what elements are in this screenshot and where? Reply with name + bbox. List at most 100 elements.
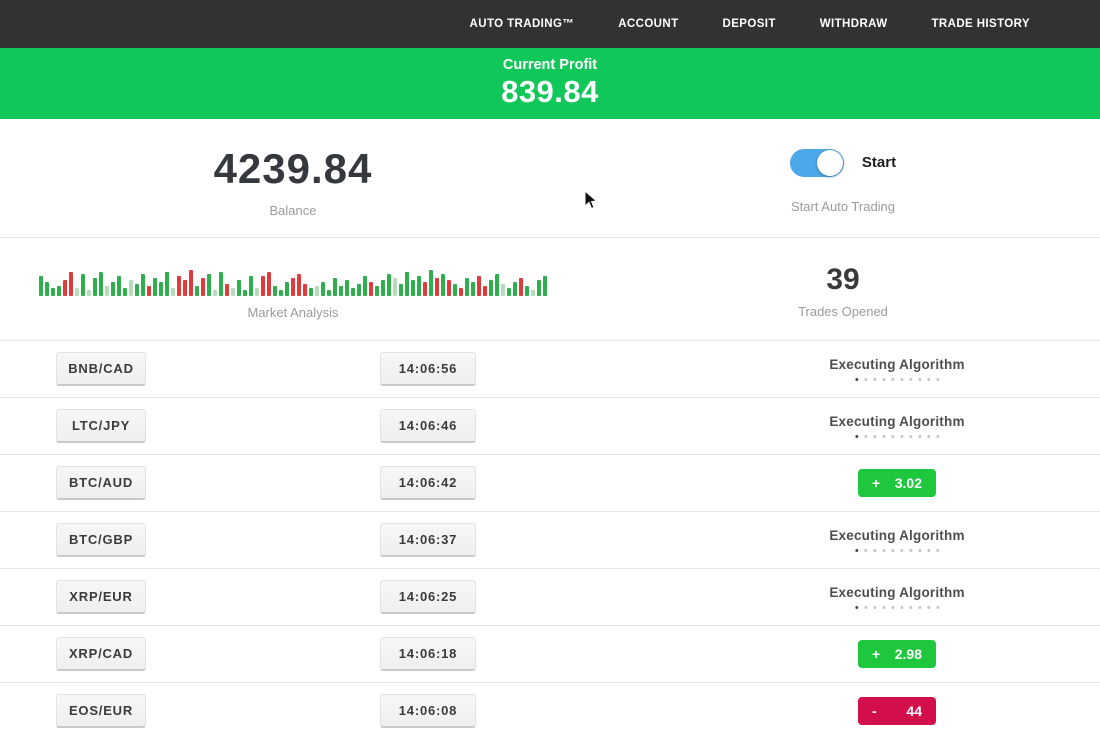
auto-trading-block: Start Start Auto Trading [586,119,1100,237]
nav-item-withdraw[interactable]: WITHDRAW [819,18,888,30]
market-bar [381,280,385,296]
market-bar [363,276,367,296]
dot [891,549,894,552]
market-bar [195,286,199,296]
dot [927,378,930,381]
time-chip[interactable]: 14:06:25 [380,580,476,614]
executing-label: Executing Algorithm [829,357,965,372]
market-bar [225,284,229,296]
dot [936,606,939,609]
status-cell: Executing Algorithm [829,357,964,381]
nav-item-auto-trading[interactable]: AUTO TRADING™ [469,18,575,30]
dot [855,435,858,438]
pair-chip[interactable]: BTC/AUD [56,466,146,500]
trade-row: EOS/EUR 14:06:08 - 44 [0,682,1100,739]
dot [873,378,876,381]
dot [882,378,885,381]
trade-row: BTC/GBP 14:06:37 Executing Algorithm [0,511,1100,568]
current-profit-label: Current Profit [502,57,598,73]
market-bar [117,276,121,296]
market-bar [357,284,361,296]
executing-status: Executing Algorithm [829,585,964,609]
trade-row: LTC/JPY 14:06:46 Executing Algorithm [0,397,1100,454]
market-bar [411,280,415,296]
dot [882,606,885,609]
market-bar [339,286,343,296]
status-cell: Executing Algorithm [829,414,964,438]
time-chip[interactable]: 14:06:08 [380,694,476,728]
start-auto-trading-label: Start Auto Trading [790,198,896,214]
pair-chip[interactable]: LTC/JPY [56,409,146,443]
top-navbar: AUTO TRADING™ ACCOUNT DEPOSIT WITHDRAW TRADE… [0,0,1100,48]
market-bar [291,278,295,296]
market-bar [99,272,103,296]
dot [855,549,858,552]
market-bar [105,286,109,296]
market-bar [513,282,517,296]
dot [864,549,867,552]
pair-chip[interactable]: XRP/EUR [56,580,146,614]
market-bar [525,286,529,296]
status-cell: Executing Algorithm [829,528,964,552]
market-bar [51,288,55,296]
market-bar [135,284,139,296]
market-bar [531,290,535,296]
dot [918,549,921,552]
market-bar [81,274,85,296]
dot [900,606,903,609]
pair-chip[interactable]: XRP/CAD [56,637,146,671]
market-bar [69,272,73,296]
status-cell: - 44 [858,697,936,725]
market-bar [141,274,145,296]
market-bar [333,278,337,296]
toggle-label: Start [861,154,897,171]
progress-dots [829,435,964,438]
time-chip[interactable]: 14:06:46 [380,409,476,443]
market-bar [153,278,157,296]
market-bar [285,282,289,296]
time-chip[interactable]: 14:06:18 [380,637,476,671]
nav-item-account[interactable]: ACCOUNT [618,18,679,30]
nav-item-deposit[interactable]: DEPOSIT [722,18,776,30]
market-analysis-label: Market Analysis [247,305,339,320]
time-chip[interactable]: 14:06:42 [380,466,476,500]
auto-trading-toggle[interactable] [789,148,844,177]
dot [909,435,912,438]
market-bar [249,276,253,296]
trade-row: BNB/CAD 14:06:56 Executing Algorithm [0,340,1100,397]
dot [873,549,876,552]
pair-chip[interactable]: BTC/GBP [56,523,146,557]
market-bar [447,280,451,296]
dot [900,435,903,438]
dot [909,378,912,381]
dot [900,378,903,381]
dot [936,435,939,438]
progress-dots [829,378,964,381]
dot [927,549,930,552]
time-chip[interactable]: 14:06:56 [380,352,476,386]
time-chip[interactable]: 14:06:37 [380,523,476,557]
dot [864,606,867,609]
trade-row: BTC/AUD 14:06:42 + 3.02 [0,454,1100,511]
trades-opened-count: 39 [826,263,860,296]
executing-status: Executing Algorithm [829,357,964,381]
market-bar [345,280,349,296]
market-bar [111,282,115,296]
pair-chip[interactable]: BNB/CAD [56,352,146,386]
market-bar [159,282,163,296]
market-bar [189,270,193,296]
dot [873,606,876,609]
executing-label: Executing Algorithm [829,585,965,600]
nav-item-trade-history[interactable]: TRADE HISTORY [931,18,1030,30]
balance-label: Balance [269,202,317,218]
market-bar [273,286,277,296]
dot [909,606,912,609]
market-bar [375,286,379,296]
dot [918,435,921,438]
market-bar [483,286,487,296]
pair-chip[interactable]: EOS/EUR [56,694,146,728]
market-bar [507,288,511,296]
market-bar [45,282,49,296]
market-bar [207,274,211,296]
status-cell: Executing Algorithm [829,585,964,609]
